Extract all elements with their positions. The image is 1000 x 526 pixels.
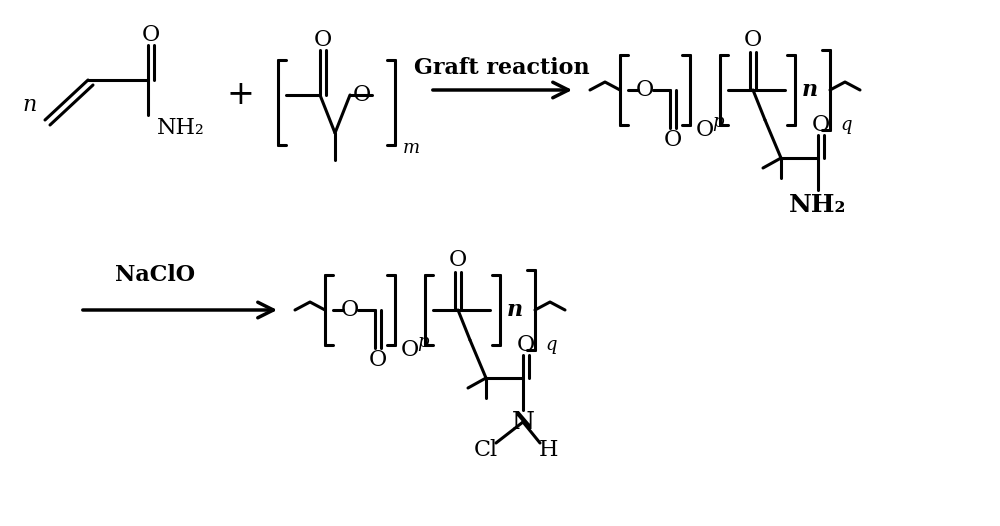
Text: H: H <box>538 439 558 461</box>
Text: N: N <box>512 410 534 434</box>
Text: n: n <box>507 299 523 321</box>
Text: n: n <box>23 94 37 116</box>
Text: O: O <box>696 119 714 141</box>
Text: q: q <box>545 336 556 354</box>
Text: q: q <box>840 116 852 134</box>
Text: O: O <box>341 299 359 321</box>
Text: NH₂: NH₂ <box>157 117 205 139</box>
Text: O: O <box>812 114 830 136</box>
Text: p: p <box>712 113 724 131</box>
Text: n: n <box>802 79 818 101</box>
Text: O: O <box>314 29 332 51</box>
Text: O: O <box>449 249 467 271</box>
Text: O: O <box>636 79 654 101</box>
Text: +: + <box>226 79 254 111</box>
Text: NH₂: NH₂ <box>789 193 847 217</box>
Text: O: O <box>369 349 387 371</box>
Text: Graft reaction: Graft reaction <box>414 57 590 79</box>
Text: NaClO: NaClO <box>115 264 195 286</box>
Text: O: O <box>517 334 535 356</box>
Text: O: O <box>142 24 160 46</box>
Text: O: O <box>353 84 371 106</box>
Text: Cl: Cl <box>474 439 498 461</box>
Text: O: O <box>744 29 762 51</box>
Text: O: O <box>401 339 419 361</box>
Text: p: p <box>417 333 428 351</box>
Text: m: m <box>403 139 420 157</box>
Text: O: O <box>664 129 682 151</box>
